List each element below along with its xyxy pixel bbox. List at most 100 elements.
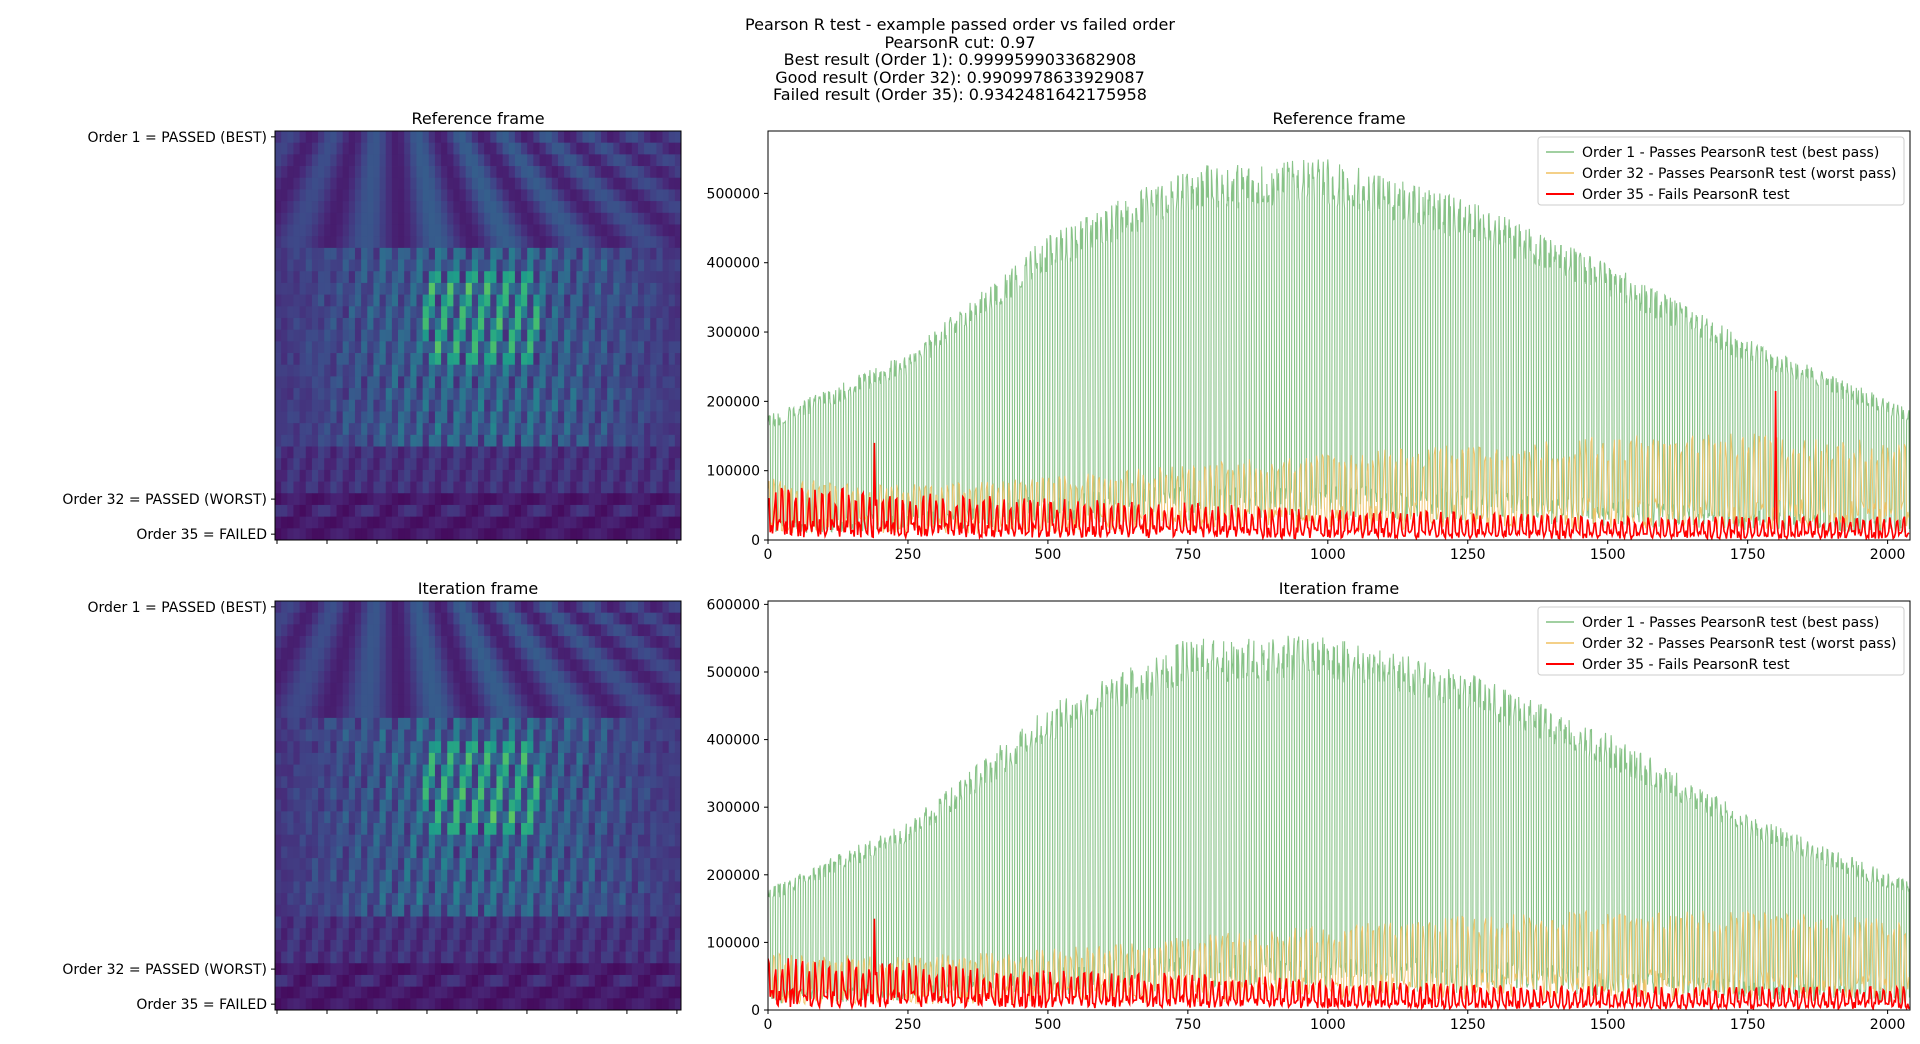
heatmap-cell	[484, 399, 491, 412]
heatmap-cell	[318, 939, 325, 952]
heatmap-cell	[391, 189, 399, 202]
heatmap-cell	[441, 916, 448, 929]
heatmap-cell	[650, 811, 657, 824]
heatmap-cell	[367, 647, 374, 660]
heatmap-cell	[324, 787, 331, 801]
heatmap-cell	[601, 916, 608, 929]
heatmap-cell	[521, 869, 528, 882]
heatmap-cell	[410, 259, 417, 272]
heatmap-cell	[514, 752, 522, 765]
heatmap-cell	[478, 353, 485, 366]
heatmap-cell	[613, 858, 620, 871]
heatmap-cell	[391, 469, 399, 482]
heatmap-cell	[662, 142, 670, 155]
heatmap-cell	[545, 963, 553, 976]
heatmap-cell	[324, 612, 331, 625]
heatmap-cell	[662, 601, 670, 614]
heatmap-cell	[305, 624, 313, 637]
heatmap-cell	[348, 974, 356, 988]
heatmap-cell	[557, 434, 565, 447]
heatmap-cell	[428, 706, 436, 719]
heatmap-cell	[441, 776, 448, 789]
heatmap-cell	[478, 446, 485, 459]
heatmap-cell	[471, 858, 479, 871]
heatmap-cell	[508, 177, 516, 190]
heatmap-cell	[637, 986, 645, 999]
heatmap-cell	[502, 388, 510, 401]
heatmap-cell	[379, 353, 387, 366]
heatmap-cell	[674, 858, 682, 871]
heatmap-cell	[484, 986, 491, 999]
heatmap-cell	[324, 236, 331, 249]
heatmap-cell	[385, 329, 393, 342]
heatmap-cell	[496, 259, 503, 272]
heatmap-cell	[311, 411, 319, 424]
heatmap-cell	[422, 166, 430, 179]
heatmap-cell	[637, 364, 645, 377]
heatmap-cell	[508, 493, 516, 506]
y-tick-label: 200000	[707, 394, 760, 410]
heatmap-cell	[607, 776, 614, 789]
heatmap-cell	[674, 247, 682, 260]
heatmap-cell	[361, 799, 368, 812]
heatmap-cell	[619, 858, 627, 871]
heatmap-cell	[631, 823, 639, 836]
heatmap-cell	[527, 823, 534, 836]
heatmap-cell	[650, 353, 657, 366]
heatmap-cell	[422, 939, 430, 952]
heatmap-cell	[656, 928, 663, 941]
heatmap-cell	[508, 247, 516, 260]
x-tick-label: 2000	[1870, 547, 1906, 563]
heatmap-cell	[551, 834, 559, 847]
heatmap-cell	[459, 142, 467, 155]
heatmap-cell	[551, 823, 559, 836]
heatmap-cell	[391, 869, 399, 882]
heatmap-cell	[478, 528, 485, 541]
heatmap-cell	[551, 601, 559, 614]
heatmap-cell	[305, 647, 313, 660]
heatmap-cell	[330, 528, 337, 541]
heatmap-cell	[434, 939, 442, 952]
heatmap-cell	[299, 776, 307, 789]
heatmap-cell	[318, 601, 325, 614]
heatmap-cell	[607, 388, 614, 401]
heatmap-cell	[305, 776, 313, 789]
heatmap-cell	[619, 823, 627, 836]
heatmap-cell	[434, 504, 442, 518]
heatmap-cell	[428, 294, 436, 307]
heatmap-cell	[619, 481, 627, 494]
heatmap-cell	[588, 869, 596, 882]
heatmap-cell	[379, 904, 387, 917]
heatmap-cell	[637, 647, 645, 660]
heatmap-cell	[459, 154, 467, 167]
heatmap-cell	[453, 624, 460, 637]
heatmap-cell	[299, 963, 307, 976]
heatmap-cell	[293, 601, 300, 614]
heatmap-cell	[311, 224, 319, 237]
heatmap-cell	[373, 729, 380, 742]
heatmap-cell	[459, 317, 467, 331]
heatmap-cell	[564, 881, 571, 894]
heatmap-cell	[582, 717, 590, 730]
heatmap-cell	[416, 317, 424, 331]
heatmap-cell	[582, 247, 590, 260]
heatmap-cell	[625, 998, 633, 1011]
heatmap-cell	[453, 694, 460, 707]
heatmap-cell	[656, 259, 663, 272]
heatmap-cell	[441, 904, 448, 917]
heatmap-cell	[293, 434, 300, 447]
heatmap-cell	[336, 306, 344, 319]
heatmap-cell	[521, 469, 528, 482]
heatmap-cell	[662, 986, 670, 999]
heatmap-cell	[416, 271, 424, 284]
heatmap-cell	[336, 998, 344, 1011]
heatmap-cell	[410, 601, 417, 614]
heatmap-cell	[324, 201, 331, 214]
heatmap-cell	[354, 423, 362, 436]
heatmap-cell	[478, 271, 485, 284]
heatmap-cell	[287, 493, 294, 506]
heatmap-cell	[330, 481, 337, 494]
heatmap-cell	[527, 376, 534, 389]
heatmap-cell	[305, 601, 313, 614]
heatmap-cell	[275, 951, 282, 964]
